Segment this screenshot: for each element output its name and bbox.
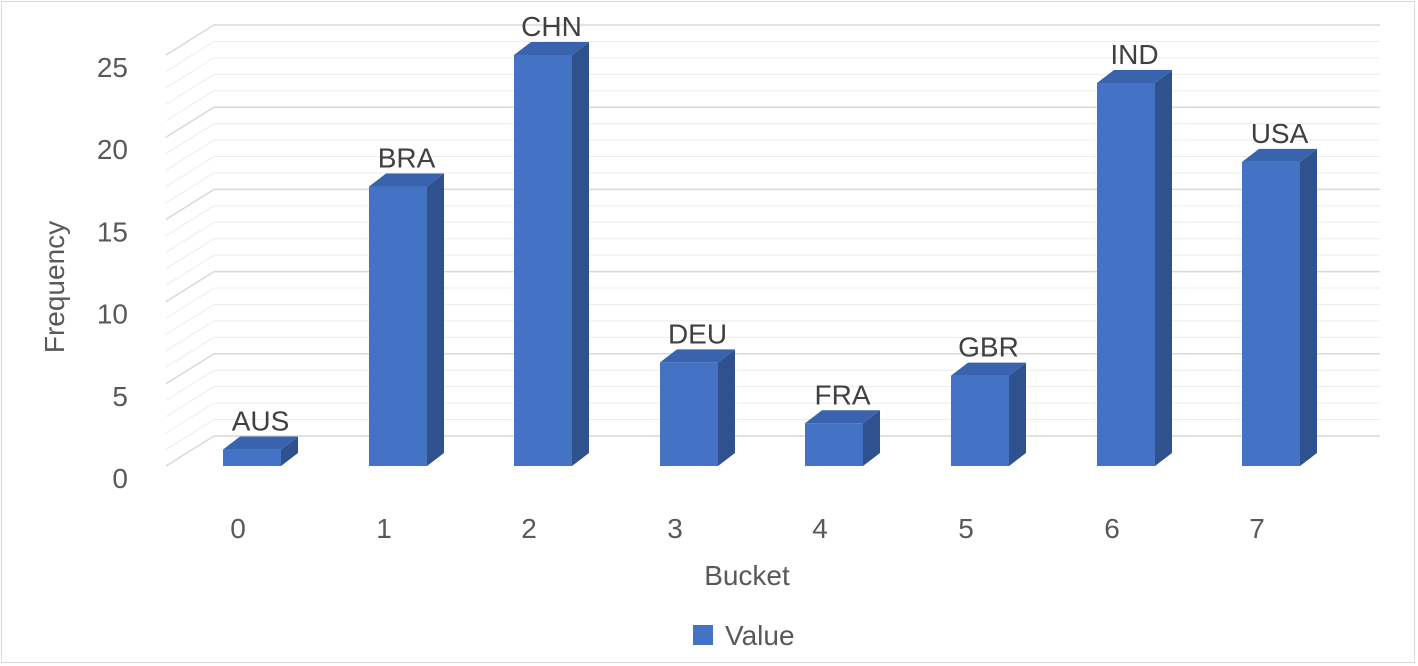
gridline-diagonal <box>165 24 215 56</box>
bar-side <box>1009 362 1026 466</box>
x-tick-label: 4 <box>812 513 828 544</box>
bar-side <box>572 42 589 466</box>
y-axis-title: Frequency <box>39 221 70 353</box>
bar-top <box>1097 69 1172 83</box>
gridline-diagonal <box>165 435 215 467</box>
bar-front <box>369 186 427 466</box>
gridline-diagonal <box>165 369 215 401</box>
bar-front <box>660 362 718 466</box>
gridline-diagonal <box>165 139 215 171</box>
x-tick-label: 2 <box>521 513 537 544</box>
bar <box>1097 69 1172 466</box>
x-tick-label: 7 <box>1249 513 1265 544</box>
y-tick-label: 15 <box>97 216 128 247</box>
bar <box>805 410 880 466</box>
bar-side <box>427 173 444 466</box>
x-axis-title: Bucket <box>704 560 790 591</box>
y-tick-label: 20 <box>97 134 128 165</box>
gridline-diagonal <box>165 336 215 368</box>
gridline-diagonal <box>165 172 215 204</box>
bar <box>369 173 444 466</box>
bar <box>660 349 735 466</box>
x-tick-label: 0 <box>230 513 246 544</box>
gridline-diagonal <box>165 238 215 270</box>
bar-top <box>805 410 880 424</box>
x-tick-label: 5 <box>958 513 974 544</box>
bars <box>223 42 1317 467</box>
legend-swatch <box>693 625 713 645</box>
bar-front <box>1242 161 1300 467</box>
gridline-diagonal <box>165 287 215 319</box>
data-label: FRA <box>815 379 871 410</box>
gridlines <box>165 24 1380 467</box>
gridline-diagonal <box>165 90 215 122</box>
bar-top <box>223 436 298 450</box>
gridline-diagonal <box>165 221 215 253</box>
data-label: BRA <box>378 143 436 174</box>
gridline-diagonal <box>165 156 215 187</box>
gridline-diagonal <box>165 386 215 418</box>
data-label: USA <box>1251 118 1309 149</box>
y-tick-label: 0 <box>112 463 128 494</box>
gridline-diagonal <box>165 304 215 335</box>
gridline-diagonal <box>165 254 215 286</box>
y-tick-label: 25 <box>97 52 128 83</box>
bar-side <box>718 349 735 466</box>
data-label: DEU <box>668 318 727 349</box>
legend: Value <box>693 620 795 651</box>
gridline-diagonal <box>165 270 215 303</box>
y-tick-label: 5 <box>112 381 128 412</box>
gridline-diagonal <box>165 320 215 352</box>
gridline-diagonal <box>165 73 215 105</box>
legend-label: Value <box>725 620 795 651</box>
gridline-diagonal <box>165 188 215 221</box>
bar-front <box>1097 82 1155 466</box>
gridline-diagonal <box>165 106 215 138</box>
bar-front <box>951 375 1009 466</box>
bar-side <box>281 436 298 466</box>
bar-side <box>1155 69 1172 466</box>
bar-front <box>514 55 572 466</box>
data-labels: AUS BRA CHN DEU FRA GBR IND USA <box>232 11 1309 437</box>
data-label: AUS <box>232 406 290 437</box>
bar <box>223 436 298 466</box>
bar-top <box>660 349 735 363</box>
gridline-diagonal <box>165 402 215 434</box>
bar-top <box>1242 148 1317 162</box>
gridline-diagonal <box>165 353 215 385</box>
bar-side <box>863 410 880 466</box>
bar-top <box>951 362 1026 376</box>
bar <box>951 362 1026 466</box>
bar <box>1242 148 1317 467</box>
bar-top <box>514 42 589 55</box>
x-tick-label: 6 <box>1104 513 1120 544</box>
gridline-diagonal <box>165 123 215 155</box>
bar-top <box>369 173 444 187</box>
bar <box>514 42 589 466</box>
bar-side <box>1300 148 1317 467</box>
data-label: GBR <box>958 332 1019 363</box>
gridline-diagonal <box>165 57 215 89</box>
x-tick-label: 1 <box>376 513 392 544</box>
data-label: CHN <box>521 11 582 42</box>
gridline-diagonal <box>165 205 215 237</box>
gridline-diagonal <box>165 419 215 450</box>
y-tick-label: 10 <box>97 299 128 330</box>
x-tick-label: 3 <box>667 513 683 544</box>
bar-front <box>805 423 863 466</box>
y-axis-ticks: 0 5 10 15 20 25 <box>97 52 128 494</box>
x-axis-ticks: 0 1 2 3 4 5 6 7 <box>230 513 1265 544</box>
bar-front <box>223 449 281 466</box>
data-label: IND <box>1110 39 1158 70</box>
gridline-diagonal <box>165 41 215 72</box>
